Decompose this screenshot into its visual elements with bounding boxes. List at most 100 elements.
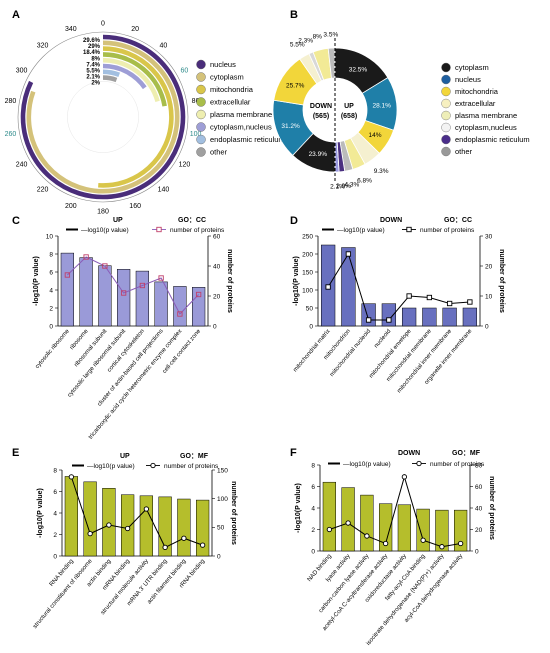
legend-swatch [441, 110, 451, 121]
up-slice-label: 14% [368, 132, 381, 139]
legend-swatch [196, 122, 206, 132]
legend-pvalue-label: —log10(p value) [87, 463, 135, 470]
count-marker [426, 294, 433, 301]
right-axis-title: number of proteins [226, 249, 233, 313]
down-label: DOWN [310, 103, 332, 110]
legend-count-marker [156, 226, 162, 233]
left-tick-label: 8 [53, 467, 57, 474]
right-axis-title: number of proteins [488, 476, 495, 540]
count-marker [345, 251, 352, 257]
left-tick-label: 4 [311, 505, 315, 512]
legend-swatch [441, 86, 451, 97]
left-tick-label: 8 [49, 251, 53, 258]
count-marker [439, 544, 445, 550]
up-count: (658) [341, 113, 357, 120]
bar [397, 504, 411, 552]
panel-letter-B: B [290, 9, 298, 21]
radial-bar [26, 40, 180, 194]
bar [341, 247, 356, 327]
right-tick-label: 50 [217, 525, 225, 532]
count-marker [143, 506, 150, 512]
left-tick-label: 10 [46, 233, 54, 240]
legend-count-marker [416, 460, 422, 467]
legend-swatch [196, 147, 206, 157]
count-marker [345, 520, 351, 526]
count-line [67, 256, 199, 315]
up-slice-label: 2.1% [330, 183, 345, 190]
category-label: mitochondrial nucleoid [329, 328, 372, 378]
left-tick-label: 2 [311, 527, 315, 534]
count-marker [68, 474, 75, 480]
count-line [70, 476, 203, 549]
left-tick-label: 0 [49, 323, 53, 330]
left-tick-label: 100 [302, 287, 313, 294]
legend-label: cytoplasm,nucleus [455, 123, 517, 132]
count-marker [120, 290, 127, 296]
bar [401, 307, 417, 327]
right-tick-label: 100 [217, 496, 228, 503]
legend-swatch [196, 109, 206, 120]
legend-label: other [210, 148, 228, 157]
bar [64, 476, 78, 557]
bar [98, 265, 112, 327]
panel-title-left: UP [120, 453, 130, 460]
radial-bar [102, 63, 147, 90]
down-slice-label: 25.7% [286, 82, 305, 89]
count-marker [406, 293, 412, 299]
legend-label: nucleus [455, 75, 481, 84]
down-slice-label: 8% [313, 34, 323, 41]
radial-bar [102, 57, 160, 103]
bar [79, 257, 93, 327]
right-axis-title: number of proteins [498, 249, 505, 313]
panel-letter-C: C [12, 215, 20, 227]
panel-letter-F: F [290, 447, 297, 459]
radial-tick-label: 160 [129, 203, 141, 210]
right-tick-label: 20 [213, 293, 221, 300]
right-tick-label: 0 [485, 323, 489, 330]
count-marker [326, 526, 333, 533]
panel-title-right: GO：MF [452, 450, 481, 457]
legend-swatch [441, 62, 451, 73]
bar [83, 481, 97, 557]
legend-count-marker [406, 226, 412, 233]
panel-d-bar-line-chart: 0 50 100 150 200 250 0 10 20 30 mitochondrial matr… [293, 217, 505, 394]
right-tick-label: 10 [485, 293, 493, 300]
right-axis-title: number of proteins [230, 481, 237, 545]
bar [192, 287, 206, 327]
radial-bar [102, 52, 167, 107]
right-tick-label: 20 [485, 263, 493, 270]
panel-title-left: DOWN [398, 450, 420, 457]
left-tick-label: 4 [53, 510, 57, 517]
legend-count-label: number of proteins [164, 463, 219, 470]
right-tick-label: 0 [475, 548, 479, 555]
right-tick-label: 60 [475, 484, 483, 491]
legend-label: endoplasmic reticulum [210, 135, 285, 144]
right-tick-label: 20 [475, 527, 483, 534]
bar [379, 503, 393, 552]
count-marker [364, 533, 370, 539]
left-tick-label: 6 [53, 489, 57, 496]
left-axis-title: -log10(P value) [37, 488, 44, 538]
radial-value-label: 7.4% [86, 62, 100, 68]
up-slice-label: 4.3% [345, 182, 360, 189]
legend-pvalue-label: —log10(p value) [337, 227, 385, 234]
radial-value-label: 18.4% [83, 50, 101, 56]
radial-tick-label: 0 [101, 21, 105, 28]
legend-label: cytoplasm,nucleus [210, 123, 272, 132]
count-line [329, 475, 461, 548]
legend-label: plasma membrane [210, 110, 272, 119]
down-slice-label: 5.5% [290, 42, 305, 49]
count-marker [199, 542, 206, 548]
down-slice-label: 2.3% [298, 37, 313, 44]
count-marker [420, 537, 426, 543]
bar [360, 494, 374, 552]
bar [60, 252, 74, 327]
radial-tick-label: 20 [131, 26, 139, 33]
panel-title-right: GO：CC [178, 217, 206, 224]
up-slice [334, 141, 340, 173]
left-tick-label: 6 [311, 484, 315, 491]
bar [121, 494, 135, 557]
category-label: tricarboxylic acid cycle heterometric en… [88, 328, 183, 440]
